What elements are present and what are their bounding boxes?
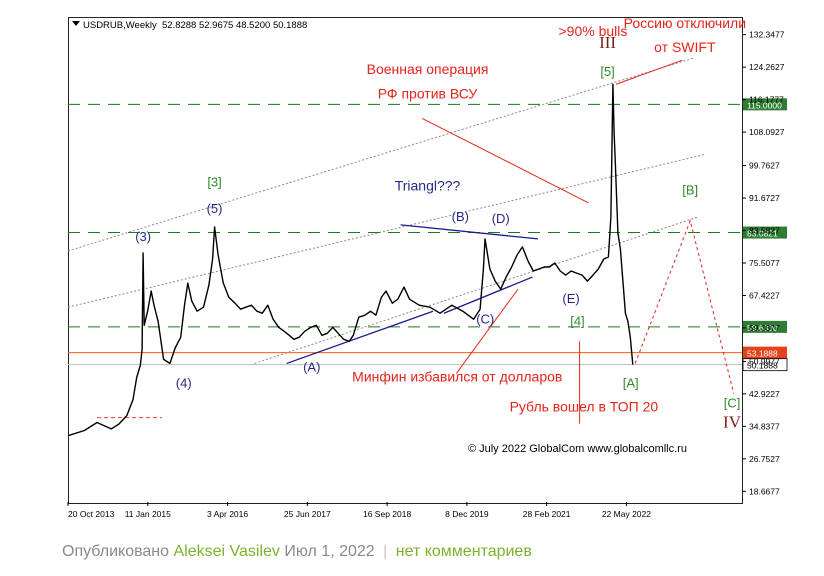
level-tag-2: 59.6000	[747, 323, 778, 333]
y-tick-label-3: 108.0927	[749, 127, 785, 137]
y-tick-label-13: 26.7527	[749, 454, 780, 464]
y-tick-label-9: 59.3377	[749, 323, 780, 333]
y-tick-label-11: 42.9227	[749, 389, 780, 399]
x-tick-label-7: 22 May 2022	[602, 509, 651, 519]
projection-path	[634, 219, 735, 394]
leader-line-0	[421, 117, 589, 204]
dropdown-triangle-icon	[72, 21, 80, 26]
wave-label-10: [5]	[600, 64, 614, 79]
x-tick-label-6: 28 Feb 2021	[523, 509, 571, 519]
y-tick-label-0: 132.3477	[749, 30, 785, 40]
trend-line-0	[286, 310, 434, 365]
price-line	[67, 83, 634, 437]
annotation-2: РФ против ВСУ	[378, 85, 478, 101]
wave-label-12: [A]	[623, 376, 639, 391]
ohlc-values: 52.8288 52.9675 48.5200 50.1888	[162, 20, 307, 31]
price-series	[67, 83, 634, 437]
symbol-header: USDRUB,Weekly	[83, 20, 157, 31]
x-axis: 20 Oct 2013 11 Jan 2015 3 Apr 2016 25 Jun 2…	[67, 502, 651, 519]
wave-label-1: (4)	[176, 376, 192, 391]
annotation-leaders	[421, 59, 683, 424]
x-tick-label-5: 8 Dec 2019	[445, 509, 489, 519]
y-tick-label-8: 67.4227	[749, 290, 780, 300]
level-tag-bg-3	[743, 346, 787, 359]
x-tick-label-2: 3 Apr 2016	[207, 509, 248, 519]
annotation-3: >90% bulls	[559, 23, 628, 39]
wave-label-3: [3]	[207, 175, 221, 190]
leader-line-2	[455, 288, 519, 374]
current-price-tag: 50.1888	[747, 361, 778, 371]
leader-line-1	[615, 59, 683, 85]
comments-link[interactable]: нет комментариев	[395, 543, 532, 560]
projection-line	[634, 219, 735, 394]
channel-line-4	[67, 154, 705, 308]
annotation-8: © July 2022 GlobalCom www.globalcomllc.r…	[468, 443, 687, 455]
y-tick-label-10: 50.9977	[749, 356, 780, 366]
annotation-4: Россию отключили	[624, 15, 746, 31]
level-tag-bg-1	[743, 226, 787, 239]
wave-label-2: (5)	[207, 201, 223, 216]
y-tick-label-5: 91.6727	[749, 193, 780, 203]
post-meta: Опубликовано Aleksei Vasilev Июл 1, 2022…	[62, 543, 532, 561]
trend-line-1	[443, 276, 533, 314]
level-tag-bg-0	[743, 98, 787, 111]
y-tick-label-14: 18.6677	[749, 486, 780, 496]
level-tag-1: 83.0821	[747, 229, 778, 239]
plot-frame	[68, 17, 743, 504]
level-tag-0: 115.0000	[747, 100, 782, 110]
y-tick-label-6: 83.5827	[749, 226, 780, 236]
annotation-0: Triangl???	[395, 178, 461, 194]
wave-label-15: IV	[723, 413, 742, 432]
chart-annotations: (3) (4) (5) [3] (A) (B) (C) (D) (E) [4] [5] III [A] […	[135, 15, 746, 455]
price-chart: USDRUB,Weekly 52.8288 52.9675 48.5200 50…	[67, 15, 788, 519]
level-tag-3: 53.1888	[747, 349, 778, 359]
y-tick-label-4: 99.7627	[749, 161, 780, 171]
y-tick-label-7: 75.5077	[749, 258, 780, 268]
x-tick-label-1: 11 Jan 2015	[125, 509, 171, 519]
trend-lines	[286, 224, 538, 365]
author-link[interactable]: Aleksei Vasilev	[173, 543, 280, 560]
channel-line-5	[254, 216, 699, 364]
annotation-1: Военная операция	[367, 61, 489, 77]
wave-label-5: (B)	[452, 209, 469, 224]
x-tick-label-0: 20 Oct 2013	[68, 509, 115, 519]
annotation-5: от SWIFT	[654, 39, 716, 55]
channel-line-3	[67, 57, 694, 252]
x-tick-label-3: 25 Jun 2017	[284, 509, 331, 519]
annotation-6: Минфин избавился от долларов	[352, 369, 562, 385]
meta-separator: |	[383, 543, 388, 560]
published-prefix: Опубликовано	[62, 543, 170, 560]
level-lines	[68, 103, 742, 419]
chart-header: USDRUB,Weekly 52.8288 52.9675 48.5200 50…	[72, 20, 307, 31]
x-tick-label-4: 16 Sep 2018	[363, 509, 411, 519]
wave-label-8: (E)	[562, 291, 579, 306]
channel-lines	[67, 57, 705, 364]
current-price-tag-bg	[742, 358, 788, 372]
wave-label-6: (C)	[476, 311, 494, 326]
level-tag-bg-2	[743, 320, 787, 333]
trend-line-2	[400, 224, 538, 240]
y-tick-label-12: 34.8377	[749, 421, 780, 431]
y-tick-label-1: 124.2627	[749, 62, 785, 72]
wave-label-9: [4]	[570, 313, 584, 328]
wave-label-4: (A)	[303, 359, 320, 374]
annotation-7: Рубль вошел в ТОП 20	[510, 399, 659, 415]
wave-label-14: [C]	[724, 396, 741, 411]
wave-label-13: [B]	[682, 183, 698, 198]
wave-label-7: (D)	[492, 211, 510, 226]
y-tick-label-2: 116.1777	[749, 95, 784, 105]
y-axis: 115.0000 83.0821 59.6000 53.1888 50.1888 132.…	[742, 30, 788, 496]
post-date: Июл 1, 2022	[284, 543, 375, 560]
wave-label-0: (3)	[135, 229, 151, 244]
wave-label-11: III	[599, 33, 616, 52]
